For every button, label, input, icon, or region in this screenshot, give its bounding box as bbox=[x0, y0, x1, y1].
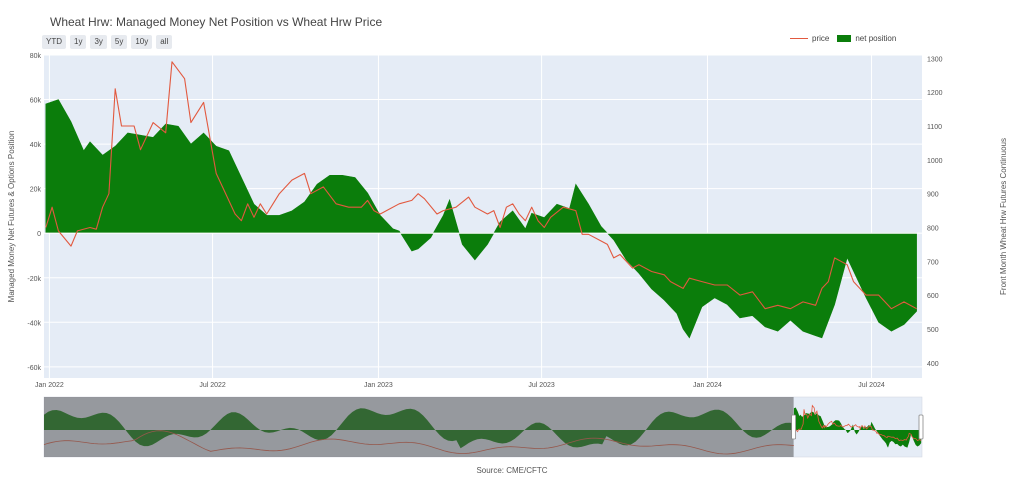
y-tick-label: 20k bbox=[30, 187, 42, 194]
range-price-line bbox=[793, 404, 922, 441]
chart-title: Wheat Hrw: Managed Money Net Position vs… bbox=[50, 15, 383, 29]
range-slider-mask bbox=[44, 397, 794, 457]
price-line-swatch bbox=[790, 38, 808, 39]
plot-background bbox=[44, 55, 922, 378]
net-position-area bbox=[45, 99, 917, 339]
y2-tick-label: 700 bbox=[927, 259, 939, 266]
y-tick-label: 40k bbox=[30, 142, 42, 149]
range-button-3y[interactable]: 3y bbox=[90, 35, 107, 49]
x-tick-label: Jan 2022 bbox=[35, 382, 64, 389]
legend-label-net-position: net position bbox=[855, 34, 897, 43]
y-tick-label: 60k bbox=[30, 98, 42, 105]
legend: price net position bbox=[790, 34, 896, 43]
y2-tick-label: 1200 bbox=[927, 90, 943, 97]
x-tick-label: Jul 2023 bbox=[528, 382, 555, 389]
y2-tick-label: 500 bbox=[927, 327, 939, 334]
range-button-ytd[interactable]: YTD bbox=[42, 35, 66, 49]
range-slider-left-handle[interactable] bbox=[791, 414, 797, 440]
y2-tick-label: 600 bbox=[927, 293, 939, 300]
range-slider-right-handle[interactable] bbox=[918, 414, 924, 440]
range-button-5y[interactable]: 5y bbox=[110, 35, 128, 49]
net-position-swatch bbox=[837, 35, 852, 42]
y-tick-label: 80k bbox=[30, 53, 42, 60]
range-selector: YTD 1y 3y 5y 10y all bbox=[42, 35, 173, 49]
x-tick-label: Jul 2024 bbox=[858, 382, 885, 389]
legend-item-price[interactable]: price bbox=[790, 34, 829, 43]
y-tick-label: -40k bbox=[27, 320, 41, 327]
range-button-1y[interactable]: 1y bbox=[70, 35, 87, 49]
range-slider-background bbox=[43, 396, 923, 458]
y2-tick-label: 800 bbox=[927, 225, 939, 232]
x-tick-label: Jan 2023 bbox=[364, 382, 393, 389]
y2-tick-label: 900 bbox=[927, 192, 939, 199]
y2-tick-label: 1100 bbox=[927, 124, 942, 131]
x-tick-label: Jan 2024 bbox=[693, 382, 722, 389]
y-tick-label: -20k bbox=[27, 276, 41, 283]
y2-tick-label: 400 bbox=[927, 361, 939, 368]
legend-label-price: price bbox=[812, 34, 830, 43]
range-history-net-area bbox=[44, 408, 794, 449]
y2-axis-title: Front Month Wheat Hrw Futures Continuous bbox=[999, 138, 1008, 295]
range-net-position-area bbox=[793, 407, 922, 448]
y-tick-label: -60k bbox=[27, 365, 41, 372]
range-button-all[interactable]: all bbox=[156, 35, 173, 49]
range-history-price-line bbox=[43, 430, 794, 455]
y-axis-title: Managed Money Net Futures & Options Posi… bbox=[7, 131, 16, 303]
x-tick-label: Jul 2022 bbox=[199, 382, 226, 389]
y2-tick-label: 1000 bbox=[927, 158, 943, 165]
price-line bbox=[45, 61, 917, 310]
y2-tick-label: 1300 bbox=[927, 56, 943, 63]
legend-item-net-position[interactable]: net position bbox=[837, 34, 896, 43]
y-tick-label: 0 bbox=[37, 231, 41, 238]
range-button-10y[interactable]: 10y bbox=[131, 35, 153, 49]
source-note: Source: CME/CFTC bbox=[476, 466, 548, 475]
